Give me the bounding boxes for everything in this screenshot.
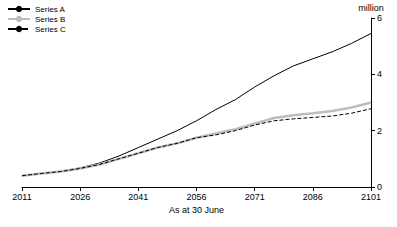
svg-text:2: 2	[377, 126, 382, 136]
svg-text:2041: 2041	[128, 192, 148, 202]
svg-text:2011: 2011	[12, 192, 31, 202]
svg-text:2056: 2056	[186, 192, 206, 202]
svg-text:Series A: Series A	[35, 5, 65, 14]
svg-text:6: 6	[377, 13, 382, 23]
svg-text:2101: 2101	[361, 192, 381, 202]
svg-text:2086: 2086	[303, 192, 323, 202]
svg-text:million: million	[358, 3, 384, 13]
svg-text:2071: 2071	[245, 192, 265, 202]
svg-text:Series B: Series B	[35, 15, 65, 24]
svg-text:As at 30 June: As at 30 June	[169, 205, 224, 215]
svg-text:4: 4	[377, 69, 382, 79]
svg-text:Series C: Series C	[35, 25, 66, 34]
svg-text:0: 0	[377, 182, 382, 192]
svg-text:2026: 2026	[70, 192, 90, 202]
